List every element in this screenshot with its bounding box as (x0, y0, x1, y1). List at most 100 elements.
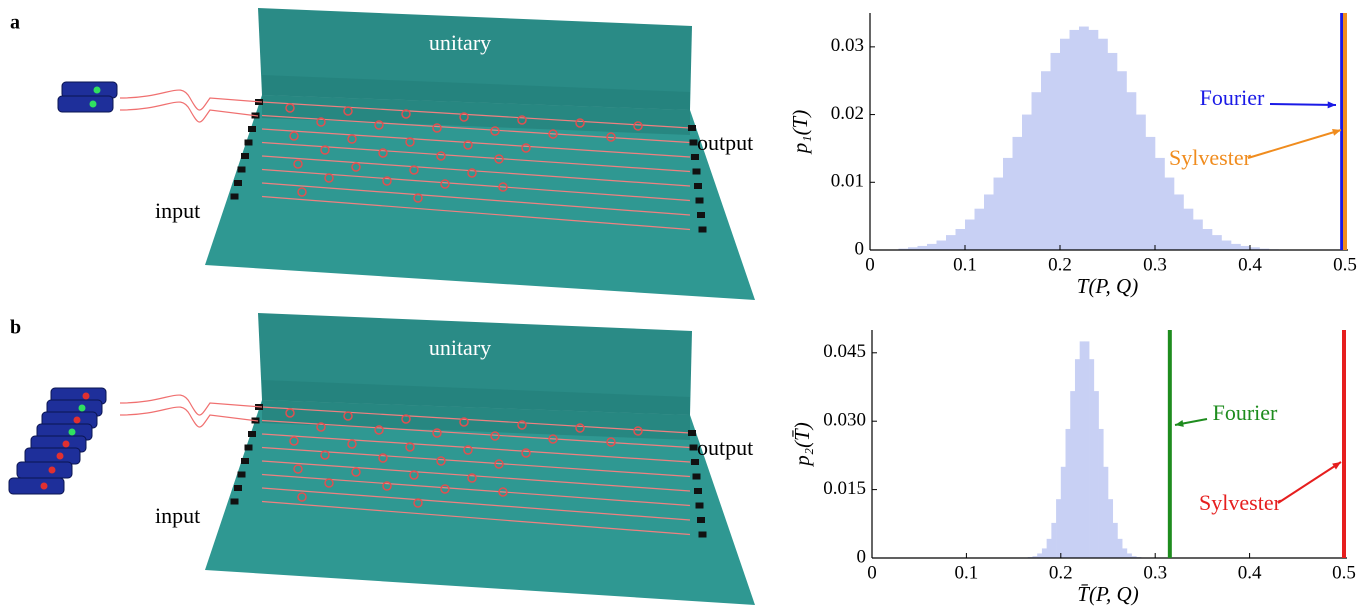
laser-dot (83, 393, 90, 400)
y-tick-label: 0.03 (831, 35, 864, 56)
hist-bar (1203, 229, 1213, 250)
y-tick-label: 0.01 (831, 171, 864, 192)
port-in (231, 194, 239, 200)
hist-bar (1089, 359, 1094, 558)
port-out (688, 125, 696, 131)
y-tick-label: 0.015 (823, 478, 866, 499)
y-axis-label: p₂(T̄) (790, 422, 814, 467)
laser (58, 96, 113, 112)
y-axis-label: p₁(T) (788, 110, 812, 155)
annotation: Fourier (1213, 400, 1278, 425)
hist-bar (927, 244, 937, 250)
hist-bar (1127, 553, 1132, 558)
hist-bar (1241, 246, 1251, 250)
laser (17, 462, 72, 478)
hist-bar (1042, 548, 1047, 558)
output-label: output (697, 435, 753, 460)
chip-diagram: bunitaryinputoutput (10, 313, 755, 605)
x-tick-label: 0.2 (1049, 562, 1073, 583)
hist-bar (1099, 429, 1104, 558)
hist-bar (1037, 553, 1042, 558)
hist-bar (1022, 115, 1032, 250)
laser-dot (41, 483, 48, 490)
x-tick-label: 0 (865, 254, 875, 275)
port-in (241, 458, 249, 464)
port-out (696, 503, 704, 509)
hist-bar (1174, 194, 1184, 250)
hist-bar (1080, 341, 1085, 558)
port-out (699, 532, 707, 538)
hist-bar (984, 194, 994, 250)
laser-dot (63, 441, 70, 448)
hist-bar (1094, 391, 1099, 558)
unitary-label: unitary (429, 335, 491, 360)
x-tick-label: 0.3 (1143, 254, 1167, 275)
hist-bar (1075, 359, 1080, 558)
hist-bar (918, 246, 928, 250)
hist-bar (1117, 71, 1127, 250)
port-in (234, 180, 242, 186)
output-label: output (697, 130, 753, 155)
hist-bar (956, 229, 966, 250)
unitary-label: unitary (429, 30, 491, 55)
arrow-head (1328, 101, 1336, 108)
y-tick-label: 0.045 (823, 341, 866, 362)
arrow-head (1175, 420, 1184, 427)
laser-dot (74, 417, 81, 424)
hist-bar (1212, 235, 1222, 250)
hist-bar (1108, 499, 1113, 558)
port-in (245, 445, 253, 451)
y-tick-label: 0.02 (831, 103, 864, 124)
pulse (120, 395, 262, 427)
arrow-head (1332, 129, 1341, 136)
laser-dot (57, 453, 64, 460)
figure: aunitaryinputoutputbunitaryinputoutput00… (0, 0, 1370, 614)
hist-bar (946, 235, 956, 250)
hist-bar (1051, 523, 1056, 558)
hist-bar (1122, 548, 1127, 558)
port-in (238, 167, 246, 173)
port-out (688, 430, 696, 436)
hist-bar (965, 220, 975, 250)
chip-diagram: aunitaryinputoutput (10, 8, 755, 300)
annotation: Sylvester (1199, 490, 1282, 515)
laser-dot (79, 405, 86, 412)
hist-bar (1184, 209, 1194, 250)
hist-bar (1127, 92, 1137, 250)
y-tick-label: 0 (857, 546, 867, 567)
port-out (693, 169, 701, 175)
hist-bar (1222, 241, 1232, 250)
hist-bar (1108, 53, 1118, 250)
x-tick-label: 0.4 (1238, 562, 1262, 583)
y-tick-label: 0 (855, 238, 865, 259)
laser-dot (49, 467, 56, 474)
port-out (699, 227, 707, 233)
port-out (694, 183, 702, 189)
x-tick-label: 0.3 (1143, 562, 1167, 583)
hist-bar (937, 241, 947, 250)
annotation-arrow (1248, 130, 1341, 158)
hist-bar (1165, 178, 1175, 250)
hist-bar (994, 178, 1004, 250)
x-axis-label: T̄(P, Q) (1077, 582, 1138, 606)
input-label: input (155, 503, 200, 528)
hist-bar (1231, 244, 1241, 250)
panel-label: a (10, 12, 20, 34)
hist-bar (975, 209, 985, 250)
port-in (248, 126, 256, 132)
hist-bar (1051, 53, 1061, 250)
hist-bar (1079, 27, 1089, 250)
x-tick-label: 0.2 (1048, 254, 1072, 275)
hist-bar (1047, 539, 1052, 558)
x-tick-label: 0.1 (953, 254, 977, 275)
hist-bar (1113, 523, 1118, 558)
x-axis-label: T(P, Q) (1077, 274, 1138, 298)
hist-bar (1070, 30, 1080, 250)
hist-bar (1013, 137, 1023, 250)
laser (9, 478, 64, 494)
x-tick-label: 0.1 (955, 562, 979, 583)
annotation: Sylvester (1169, 145, 1252, 170)
laser-dot (90, 101, 97, 108)
laser-dot (69, 429, 76, 436)
pulse (120, 90, 262, 122)
